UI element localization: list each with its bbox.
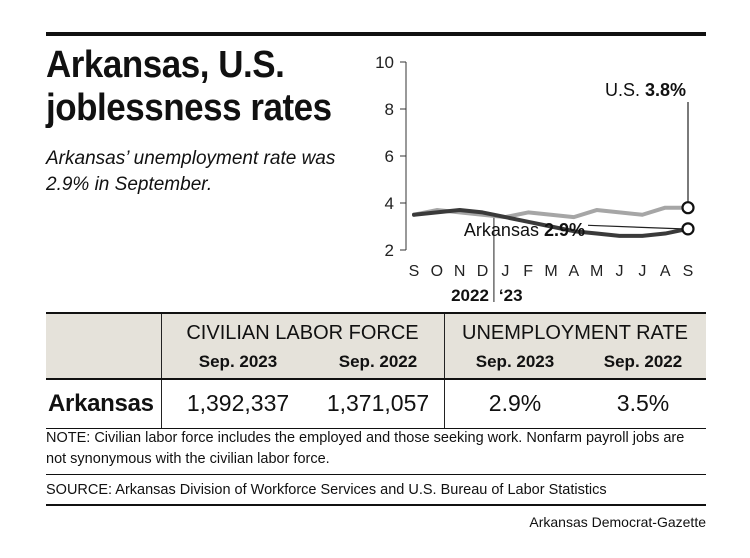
us-value: 3.8% (645, 80, 686, 100)
x-tick-label: J (501, 263, 509, 280)
x-tick-label: S (683, 263, 694, 280)
year-label-2022: 2022 (451, 286, 489, 305)
y-tick-label: 4 (385, 194, 394, 213)
y-tick-label: 8 (385, 100, 394, 119)
group-header-unemployment: UNEMPLOYMENT RATE (462, 322, 688, 344)
x-tick-label: D (477, 263, 489, 280)
cell-labor-2023: 1,392,337 (186, 390, 290, 416)
arkansas-label: Arkansas 2.9% (464, 220, 585, 240)
cell-rate-2022: 3.5% (616, 390, 670, 416)
column-divider (444, 314, 445, 378)
credit-text: Arkansas Democrat-Gazette (529, 514, 706, 530)
page-subtitle: Arkansas’ unemployment rate was 2.9% in … (46, 148, 336, 195)
x-tick-label: N (454, 263, 466, 280)
year-label-2023: ‘23 (499, 286, 523, 305)
subheader-rate-2022: Sep. 2022 (603, 352, 683, 371)
y-tick-label: 2 (385, 241, 394, 260)
cell-rate-2023: 2.9% (488, 390, 542, 416)
y-tick-label: 6 (385, 147, 394, 166)
table-row: Arkansas 1,392,337 1,371,057 2.9% 3.5% (46, 380, 706, 429)
series-line-arkansas (412, 208, 690, 238)
us-end-point (681, 201, 695, 215)
series-line-us (412, 205, 690, 220)
subheader-labor-2023: Sep. 2023 (198, 352, 278, 371)
arkansas-end-point (681, 222, 695, 236)
top-rule (46, 32, 706, 36)
arkansas-value: 2.9% (544, 220, 585, 240)
source-text: SOURCE: Arkansas Division of Workforce S… (46, 482, 607, 498)
us-label: U.S. 3.8% (605, 80, 686, 100)
labor-table: CIVILIAN LABOR FORCE UNEMPLOYMENT RATE S… (46, 312, 706, 429)
column-divider (161, 380, 162, 428)
source-divider (46, 504, 706, 506)
subheader-rate-2023: Sep. 2023 (475, 352, 555, 371)
x-tick-label: S (409, 263, 420, 280)
note-text: NOTE: Civilian labor force includes the … (46, 430, 685, 467)
arkansas-leader-line (587, 224, 683, 230)
subheader-labor-2022: Sep. 2022 (338, 352, 418, 371)
x-tick-label: J (616, 263, 624, 280)
group-header-labor-force: CIVILIAN LABOR FORCE (186, 322, 419, 344)
arkansas-series-name: Arkansas (464, 220, 544, 240)
y-tick-label: 10 (375, 53, 394, 72)
x-tick-label: A (660, 263, 671, 280)
note-divider (46, 474, 706, 475)
column-divider (444, 380, 445, 428)
x-tick-label: M (544, 263, 557, 280)
x-tick-label: M (590, 263, 603, 280)
x-tick-label: A (568, 263, 579, 280)
us-series-name: U.S. (605, 80, 645, 100)
page-title: Arkansas, U.S. joblessness rates (46, 44, 332, 129)
x-tick-label: O (431, 263, 443, 280)
row-label: Arkansas (48, 390, 154, 417)
table-header: CIVILIAN LABOR FORCE UNEMPLOYMENT RATE S… (46, 312, 706, 380)
x-tick-label: F (523, 263, 533, 280)
x-tick-label: J (638, 263, 646, 280)
column-divider (161, 314, 162, 378)
cell-labor-2022: 1,371,057 (326, 390, 430, 416)
